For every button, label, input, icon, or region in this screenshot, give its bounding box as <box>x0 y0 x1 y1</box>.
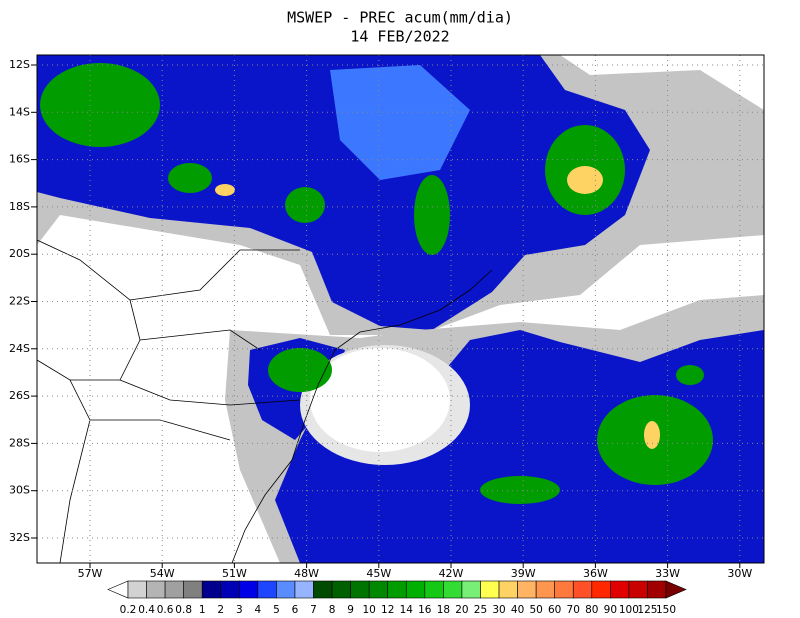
lon-label: 57W <box>78 567 103 580</box>
colorbar-label: 7 <box>310 604 317 616</box>
colorbar-swatch <box>331 580 351 599</box>
colorbar-label: 150 <box>656 604 676 616</box>
colorbar-swatch <box>276 580 296 599</box>
colorbar-swatch <box>257 580 277 599</box>
colorbar-label: 70 <box>567 604 580 616</box>
colorbar-label: 14 <box>400 604 414 616</box>
lon-label: 30W <box>727 567 752 580</box>
lat-label: 32S <box>9 531 30 544</box>
colorbar-label: 0.6 <box>157 604 174 616</box>
lon-label: 45W <box>366 567 391 580</box>
lon-label: 36W <box>583 567 608 580</box>
colorbar-swatch <box>313 580 333 599</box>
colorbar-swatch <box>628 580 648 599</box>
colorbar-swatch <box>591 580 611 599</box>
lat-label: 28S <box>9 436 30 449</box>
colorbar-swatch <box>610 580 630 599</box>
lat-label: 18S <box>9 200 30 213</box>
lon-label: 54W <box>150 567 175 580</box>
lon-label: 33W <box>655 567 680 580</box>
precip-field <box>37 55 764 563</box>
colorbar-label: 20 <box>455 604 468 616</box>
colorbar-label: 30 <box>492 604 505 616</box>
colorbar-swatch <box>220 580 240 599</box>
map-frame <box>36 54 765 564</box>
colorbar-label: 100 <box>619 604 639 616</box>
colorbar-label: 12 <box>381 604 394 616</box>
colorbar-label: 125 <box>637 604 657 616</box>
colorbar-swatch <box>201 580 222 599</box>
colorbar-label: 25 <box>474 604 487 616</box>
lat-label: 30S <box>9 484 30 497</box>
colorbar-swatch <box>368 580 389 599</box>
lat-label: 16S <box>9 153 30 166</box>
lat-label: 26S <box>9 389 30 402</box>
colorbar-swatch <box>350 580 370 599</box>
lat-label: 20S <box>9 247 30 260</box>
colorbar-swatch <box>146 580 166 599</box>
colorbar-swatch <box>294 580 314 599</box>
colorbar-swatch <box>480 580 500 599</box>
graticule <box>37 55 764 563</box>
colorbar-swatch <box>183 580 203 599</box>
colorbar-swatch <box>517 580 537 599</box>
colorbar-label: 0.8 <box>175 604 192 616</box>
colorbar-swatch <box>647 580 667 599</box>
colorbar-swatch <box>554 580 574 599</box>
colorbar-swatch <box>164 580 184 599</box>
colorbar-swatch <box>572 580 593 599</box>
lat-label: 12S <box>9 58 30 71</box>
colorbar-swatch <box>498 580 518 599</box>
colorbar-label: 6 <box>292 604 299 616</box>
colorbar-label: 5 <box>273 604 280 616</box>
lon-label: 51W <box>222 567 247 580</box>
colorbar-label: 18 <box>437 604 450 616</box>
lon-label: 42W <box>439 567 464 580</box>
lat-label: 14S <box>9 105 30 118</box>
colorbar-label: 80 <box>585 604 598 616</box>
colorbar-under <box>107 580 129 599</box>
colorbar-label: 0.2 <box>120 604 137 616</box>
colorbar-label: 3 <box>236 604 243 616</box>
colorbar-over <box>665 580 687 599</box>
colorbar-label: 50 <box>529 604 542 616</box>
colorbar-swatch <box>405 580 426 599</box>
title-line: MSWEP - PREC acum(mm/dia) <box>287 9 513 27</box>
colorbar-label: 8 <box>329 604 336 616</box>
colorbar-label: 2 <box>217 604 224 616</box>
colorbar-swatch <box>461 580 481 599</box>
colorbar-swatch <box>127 580 147 599</box>
colorbar-label: 16 <box>418 604 432 616</box>
colorbar-swatch <box>387 580 407 599</box>
colorbar-swatch <box>535 580 555 599</box>
colorbar-label: 60 <box>548 604 561 616</box>
colorbar-label: 4 <box>255 604 262 616</box>
colorbar-swatch <box>424 580 444 599</box>
colorbar-swatch <box>239 580 259 599</box>
lon-label: 48W <box>294 567 319 580</box>
colorbar-label: 9 <box>347 604 354 616</box>
colorbar-swatch <box>443 580 463 599</box>
lat-label: 22S <box>9 295 30 308</box>
colorbar-label: 90 <box>604 604 617 616</box>
lon-label: 39W <box>511 567 536 580</box>
colorbar-label: 40 <box>511 604 524 616</box>
title-line: 14 FEB/2022 <box>350 28 449 46</box>
colorbar-label: 0.4 <box>138 604 155 616</box>
lat-label: 24S <box>9 342 30 355</box>
colorbar-label: 1 <box>199 604 206 616</box>
colorbar-label: 10 <box>362 604 375 616</box>
